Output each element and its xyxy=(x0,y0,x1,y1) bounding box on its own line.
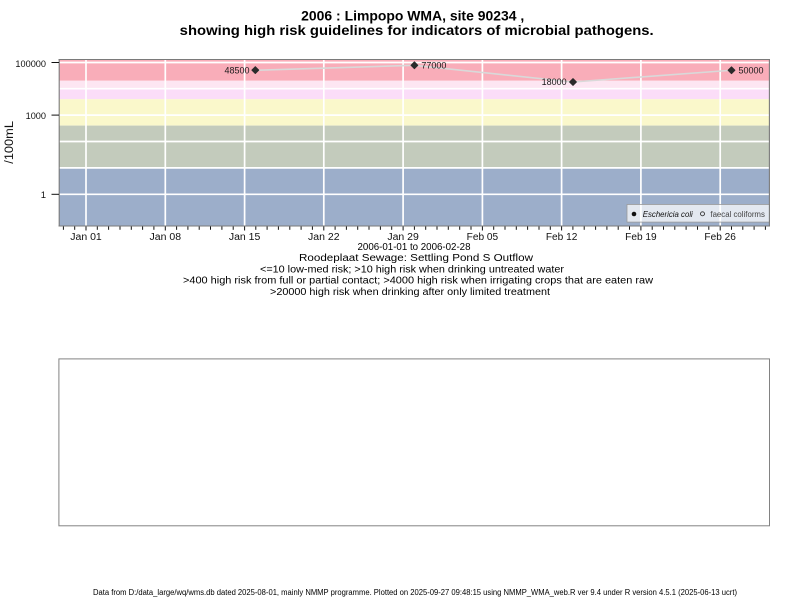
svg-text:/100mL: /100mL xyxy=(2,121,16,164)
svg-text:Feb 05: Feb 05 xyxy=(467,232,499,243)
svg-text:Jan 08: Jan 08 xyxy=(150,232,182,243)
svg-text:<=10 low-med risk; >10 high ri: <=10 low-med risk; >10 high risk when dr… xyxy=(260,264,565,275)
svg-text:Jan 29: Jan 29 xyxy=(387,232,419,243)
svg-text:Jan 15: Jan 15 xyxy=(229,232,261,243)
svg-text:Feb 12: Feb 12 xyxy=(546,232,578,243)
svg-text:50000: 50000 xyxy=(739,65,764,75)
svg-text:2006 : Limpopo WMA, site 90234: 2006 : Limpopo WMA, site 90234 , xyxy=(301,8,524,23)
svg-text:100000: 100000 xyxy=(15,59,46,70)
svg-text:18000: 18000 xyxy=(542,77,567,87)
svg-text:1: 1 xyxy=(41,190,46,201)
svg-text:faecal coliforms: faecal coliforms xyxy=(710,209,765,219)
svg-text:Jan 01: Jan 01 xyxy=(70,232,102,243)
svg-text:48500: 48500 xyxy=(224,66,249,76)
svg-text:>400 high risk from full or pa: >400 high risk from full or partial cont… xyxy=(183,276,654,287)
svg-text:1000: 1000 xyxy=(26,111,46,122)
svg-text:Roodeplaat Sewage: Settling Po: Roodeplaat Sewage: Settling Pond S Outfl… xyxy=(299,253,534,264)
svg-text:77000: 77000 xyxy=(421,60,446,70)
svg-text:Jan 22: Jan 22 xyxy=(308,232,340,243)
svg-text:2006-01-01 to 2006-02-28: 2006-01-01 to 2006-02-28 xyxy=(358,242,471,253)
svg-text:Feb 19: Feb 19 xyxy=(625,232,657,243)
svg-text:Data from D:/data_large/wq/wms: Data from D:/data_large/wq/wms.db dated … xyxy=(93,588,737,597)
svg-text:>20000 high risk when drinking: >20000 high risk when drinking after onl… xyxy=(270,287,550,298)
svg-text:showing high risk guidelines f: showing high risk guidelines for indicat… xyxy=(180,23,654,38)
svg-text:Feb 26: Feb 26 xyxy=(704,232,736,243)
svg-text:Eschericia coli: Eschericia coli xyxy=(643,209,694,219)
